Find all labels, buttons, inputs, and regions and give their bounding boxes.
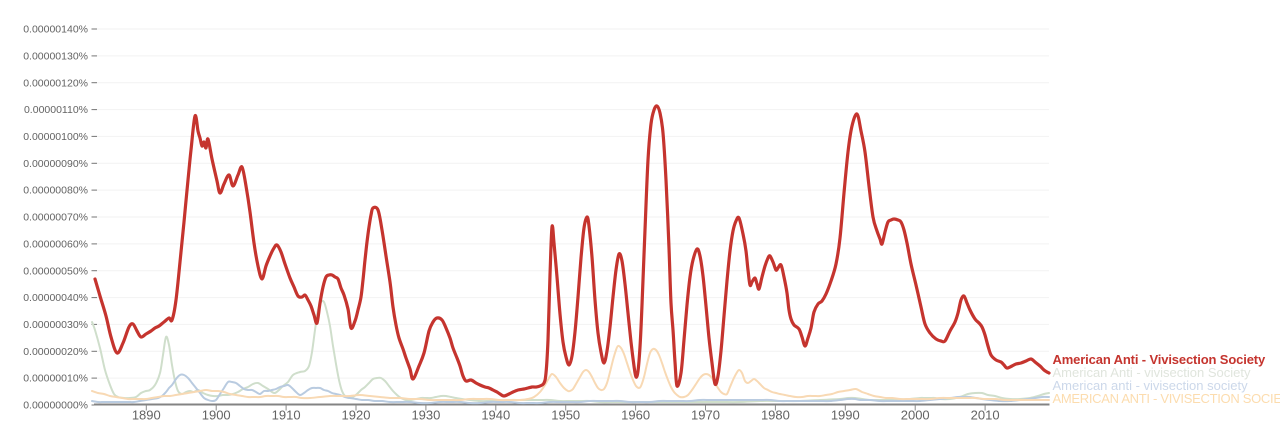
svg-text:2010: 2010	[971, 408, 1000, 423]
svg-text:0.00000000%: 0.00000000%	[23, 400, 88, 412]
svg-text:1930: 1930	[411, 408, 440, 423]
svg-text:1990: 1990	[831, 408, 860, 423]
svg-text:0.00000030%: 0.00000030%	[23, 319, 88, 331]
svg-text:0.00000050%: 0.00000050%	[23, 265, 88, 277]
svg-text:0.00000020%: 0.00000020%	[23, 346, 88, 358]
svg-text:0.00000060%: 0.00000060%	[23, 239, 88, 251]
svg-text:1980: 1980	[761, 408, 790, 423]
svg-text:1950: 1950	[551, 408, 580, 423]
svg-text:1910: 1910	[272, 408, 301, 423]
svg-text:1900: 1900	[202, 408, 231, 423]
svg-text:1890: 1890	[132, 408, 161, 423]
svg-text:0.00000010%: 0.00000010%	[23, 373, 88, 385]
svg-text:1960: 1960	[621, 408, 650, 423]
svg-text:0.00000130%: 0.00000130%	[23, 51, 88, 63]
svg-text:2000: 2000	[901, 408, 930, 423]
svg-text:0.00000040%: 0.00000040%	[23, 292, 88, 304]
svg-text:0.00000070%: 0.00000070%	[23, 212, 88, 224]
svg-text:0.00000120%: 0.00000120%	[23, 77, 88, 89]
svg-text:1920: 1920	[342, 408, 371, 423]
svg-text:0.00000110%: 0.00000110%	[24, 104, 88, 116]
svg-text:0.00000140%: 0.00000140%	[23, 24, 88, 36]
svg-text:AMERICAN ANTI - VIVISECTION SO: AMERICAN ANTI - VIVISECTION SOCIETY	[1053, 391, 1280, 406]
svg-text:0.00000080%: 0.00000080%	[23, 185, 88, 197]
svg-text:1970: 1970	[691, 408, 720, 423]
svg-text:0.00000090%: 0.00000090%	[23, 158, 88, 170]
svg-text:1940: 1940	[481, 408, 510, 423]
svg-text:0.00000100%: 0.00000100%	[23, 131, 88, 143]
